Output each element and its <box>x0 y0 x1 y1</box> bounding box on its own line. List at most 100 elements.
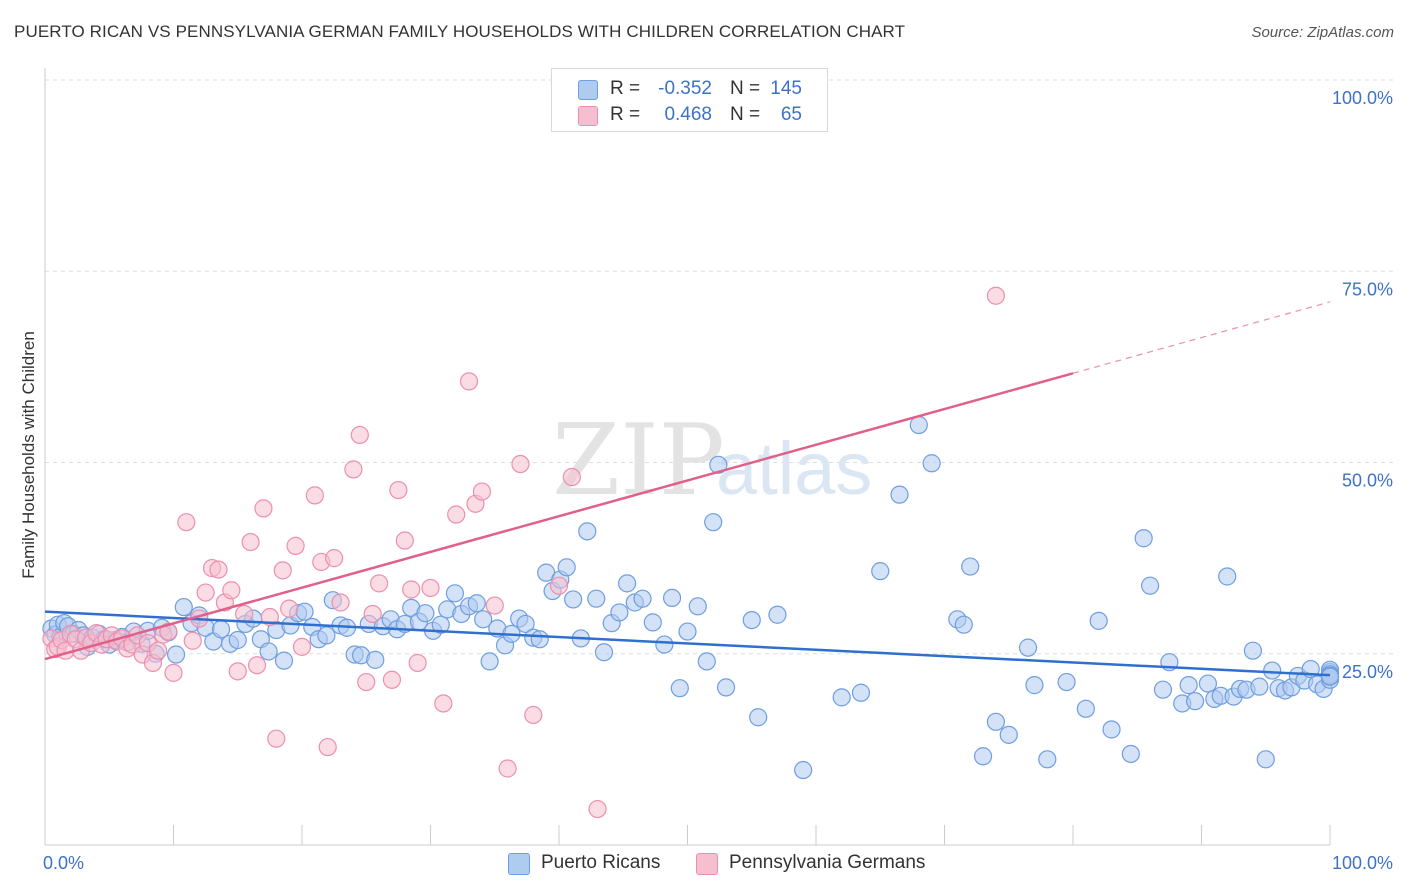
puerto-rican-point <box>1263 661 1282 680</box>
puerto-rican-point <box>633 589 652 608</box>
puerto-rican-point <box>749 708 768 727</box>
puerto-rican-point <box>1076 699 1095 718</box>
pennsylvania-german-point <box>183 631 202 650</box>
n-value: 65 <box>780 104 802 125</box>
pennsylvania-german-point <box>357 672 376 692</box>
y-tick-label: 25.0% <box>1342 662 1393 682</box>
y-tick-label: 75.0% <box>1342 279 1393 299</box>
n-label: N = <box>730 78 761 99</box>
pennsylvania-german-point <box>254 499 273 518</box>
puerto-rican-point <box>274 651 294 670</box>
pennsylvania-german-point <box>260 607 279 627</box>
pennsylvania-german-point <box>459 372 479 391</box>
puerto-rican-point <box>516 614 535 634</box>
puerto-rican-point <box>1140 576 1160 595</box>
pennsylvania-german-point <box>325 549 344 568</box>
pennsylvania-german-point <box>485 596 504 615</box>
puerto-rican-point <box>366 650 385 669</box>
pennsylvania-german-point <box>370 574 389 593</box>
pennsylvania-german-point <box>331 593 350 612</box>
pennsylvania-german-point <box>511 454 530 474</box>
x-tick-label: 100.0% <box>1332 853 1393 873</box>
puerto-rican-point <box>1179 676 1198 695</box>
puerto-rican-point <box>1256 750 1275 769</box>
pennsylvania-german-point <box>267 729 286 748</box>
pennsylvania-german-point <box>148 641 168 660</box>
pennsylvania-germans-points <box>42 70 1006 819</box>
puerto-rican-point <box>259 642 278 661</box>
pennsylvania-german-point <box>286 536 305 555</box>
pennsylvania-german-point <box>196 583 215 602</box>
puerto-rican-point <box>704 513 723 532</box>
trend-line <box>44 610 1331 677</box>
puerto-rican-point <box>922 454 941 473</box>
puerto-rican-point <box>431 615 450 634</box>
pennsylvania-german-point <box>344 460 363 479</box>
chart-title: PUERTO RICAN VS PENNSYLVANIA GERMAN FAMI… <box>14 22 906 41</box>
pennsylvania-german-point <box>524 705 543 725</box>
pennsylvania-german-point <box>235 604 254 624</box>
pennsylvania-german-point <box>318 737 337 757</box>
x-tick-label: 0.0% <box>43 853 84 873</box>
r-value: 0.468 <box>664 104 712 125</box>
puerto-rican-point <box>678 622 697 641</box>
puerto-rican-point <box>1250 677 1269 696</box>
pennsylvania-german-point <box>549 576 569 595</box>
pennsylvania-german-point <box>273 561 292 580</box>
pennsylvania-german-point <box>350 425 369 445</box>
n-value: 145 <box>770 78 802 99</box>
puerto-rican-point <box>1025 676 1044 695</box>
pennsylvania-german-point <box>209 560 228 579</box>
puerto-rican-point <box>851 683 871 702</box>
puerto-rican-point <box>709 455 728 474</box>
pennsylvania-german-point <box>241 532 260 552</box>
axes <box>44 68 1331 846</box>
pennsylvania-german-point <box>164 663 183 682</box>
pennsylvania-german-point <box>498 759 517 778</box>
puerto-rican-point <box>166 645 186 664</box>
puerto-rican-point <box>1134 529 1153 548</box>
puerto-rican-point <box>697 652 716 671</box>
puerto-rican-point <box>594 643 614 662</box>
pink-swatch <box>696 853 718 875</box>
pennsylvania-german-point <box>434 694 453 713</box>
puerto-rican-point <box>1198 674 1218 693</box>
trend-lines <box>44 301 1331 677</box>
trend-line-solid <box>44 372 1074 661</box>
puerto-rican-point <box>1185 692 1205 711</box>
puerto-rican-point <box>211 620 231 639</box>
puerto-rican-point <box>794 760 813 780</box>
puerto-rican-point <box>688 597 707 616</box>
puerto-rican-point <box>1320 667 1340 686</box>
pennsylvania-german-point <box>562 467 581 487</box>
puerto-rican-point <box>832 688 851 707</box>
puerto-rican-point <box>954 615 973 634</box>
source-label: Source: ZipAtlas.com <box>1251 24 1394 41</box>
puerto-rican-point <box>557 558 576 577</box>
pennsylvania-german-point <box>421 578 440 598</box>
puerto-rican-point <box>890 485 909 504</box>
puerto-rican-point <box>587 589 606 608</box>
puerto-rican-point <box>716 678 736 697</box>
pennsylvania-german-point <box>305 486 324 505</box>
puerto-rican-point <box>973 747 993 766</box>
puerto-rican-point <box>986 712 1006 731</box>
trend-line-dashed <box>1072 301 1331 374</box>
watermark-zip: ZIP <box>552 404 725 518</box>
puerto-rican-point <box>1153 680 1173 699</box>
puerto-rican-point <box>1121 744 1140 764</box>
puerto-rican-point <box>1089 611 1108 630</box>
puerto-rican-point <box>416 604 435 623</box>
pennsylvania-german-point <box>177 513 196 532</box>
puerto-rican-point <box>317 626 336 645</box>
puerto-rican-point <box>768 605 787 624</box>
y-tick-label: 50.0% <box>1342 471 1393 491</box>
puerto-rican-point <box>961 557 980 576</box>
pennsylvania-german-point <box>588 799 607 819</box>
blue-swatch <box>578 80 598 100</box>
r-label: R = <box>610 78 641 99</box>
y-axis-label: Family Households with Children <box>19 331 38 579</box>
pennsylvania-german-point <box>222 581 241 600</box>
pennsylvania-german-point <box>402 580 421 599</box>
